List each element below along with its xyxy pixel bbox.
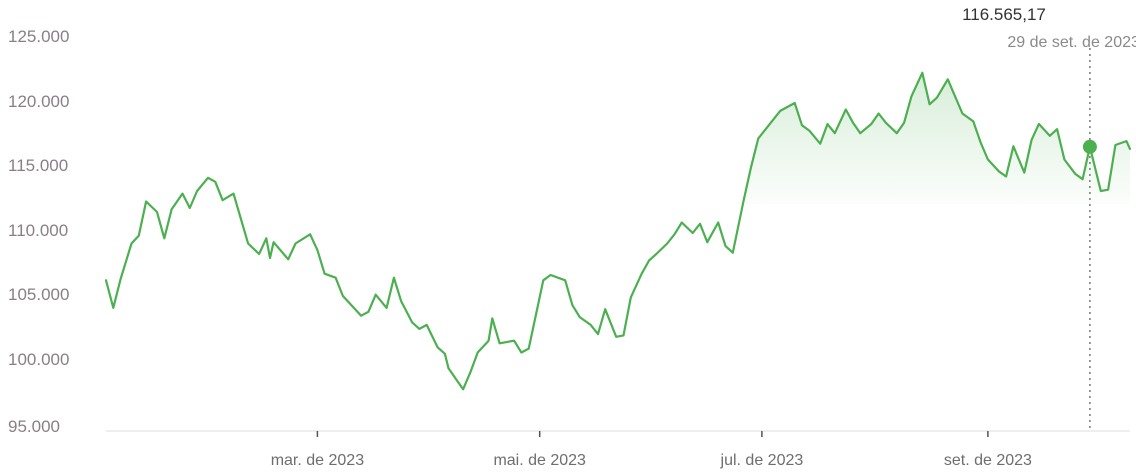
y-tick-label: 110.000 <box>8 221 68 240</box>
y-tick-label: 95.000 <box>8 417 60 436</box>
tooltip-date: 29 de set. de 2023 <box>1007 34 1136 51</box>
area-fill <box>656 72 1130 204</box>
tooltip-value: 116.565,17 <box>962 5 1046 24</box>
x-axis: mar. de 2023 mai. de 2023 jul. de 2023 s… <box>271 431 1032 469</box>
y-tick-label: 105.000 <box>8 285 69 304</box>
y-tick-label: 115.000 <box>8 156 68 175</box>
hover-data-point[interactable] <box>1082 139 1097 154</box>
y-axis: 125.000 120.000 115.000 110.000 105.000 … <box>8 27 69 436</box>
x-tick-label: mai. de 2023 <box>493 452 586 469</box>
y-tick-label: 120.000 <box>8 92 69 111</box>
x-tick-label: jul. de 2023 <box>720 452 804 469</box>
price-series-line <box>104 71 1132 391</box>
x-tick-label: set. de 2023 <box>944 452 1032 469</box>
x-tick-label: mar. de 2023 <box>271 452 365 469</box>
y-tick-label: 125.000 <box>8 27 69 46</box>
y-tick-label: 100.000 <box>8 350 69 369</box>
